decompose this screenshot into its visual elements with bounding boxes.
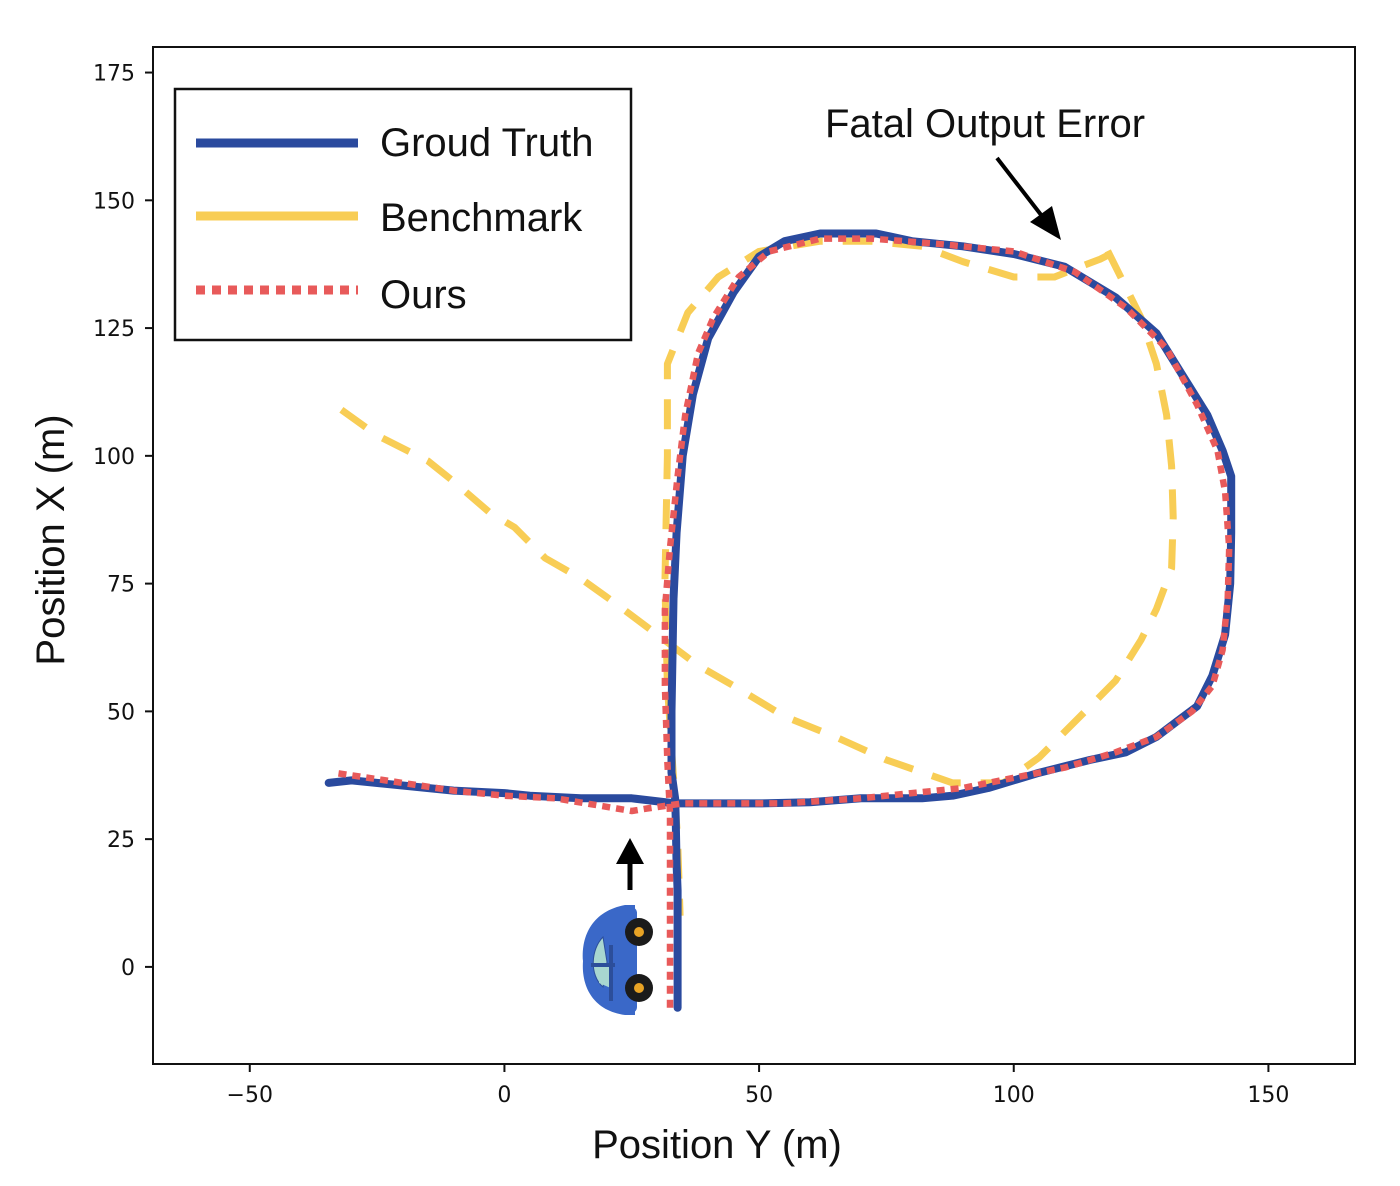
y-tick-label: 150: [93, 189, 135, 214]
x-tick-label: 150: [1247, 1083, 1289, 1108]
x-tick-label: 0: [497, 1083, 511, 1108]
y-tick-label: 175: [93, 62, 135, 87]
x-tick-label: 100: [993, 1083, 1035, 1108]
x-axis-label: Position Y (m): [592, 1123, 842, 1167]
legend-label-ground-truth: Groud Truth: [380, 121, 593, 165]
y-tick-label: 75: [107, 573, 135, 598]
annotation-arrow: [995, 156, 1061, 240]
y-tick-label: 50: [107, 700, 135, 725]
y-tick-label: 0: [121, 956, 135, 981]
legend-label-ours: Ours: [380, 273, 467, 317]
y-tick-label: 125: [93, 317, 135, 342]
y-axis-label: Position X (m): [29, 414, 73, 665]
annotation-fatal-output-error: Fatal Output Error: [825, 102, 1145, 146]
y-tick-label: 100: [93, 445, 135, 470]
series-line-ours: [333, 235, 1233, 1008]
x-tick-label: −50: [227, 1083, 273, 1108]
y-axis-ticks: 0 25 50 75 100 125 150 175: [93, 62, 153, 981]
series-line-groud-truth: [324, 229, 1236, 1012]
y-tick-label: 25: [107, 828, 135, 853]
x-tick-label: 50: [745, 1083, 773, 1108]
up-arrow-icon: [616, 838, 644, 890]
x-axis-ticks: −50 0 50 100 150: [227, 1064, 1289, 1108]
legend-label-benchmark: Benchmark: [380, 196, 583, 240]
series-line-benchmark: [339, 237, 1177, 916]
series-layer: [324, 229, 1236, 1012]
legend: Groud Truth Benchmark Ours: [173, 87, 633, 342]
car-icon: [582, 905, 653, 1015]
